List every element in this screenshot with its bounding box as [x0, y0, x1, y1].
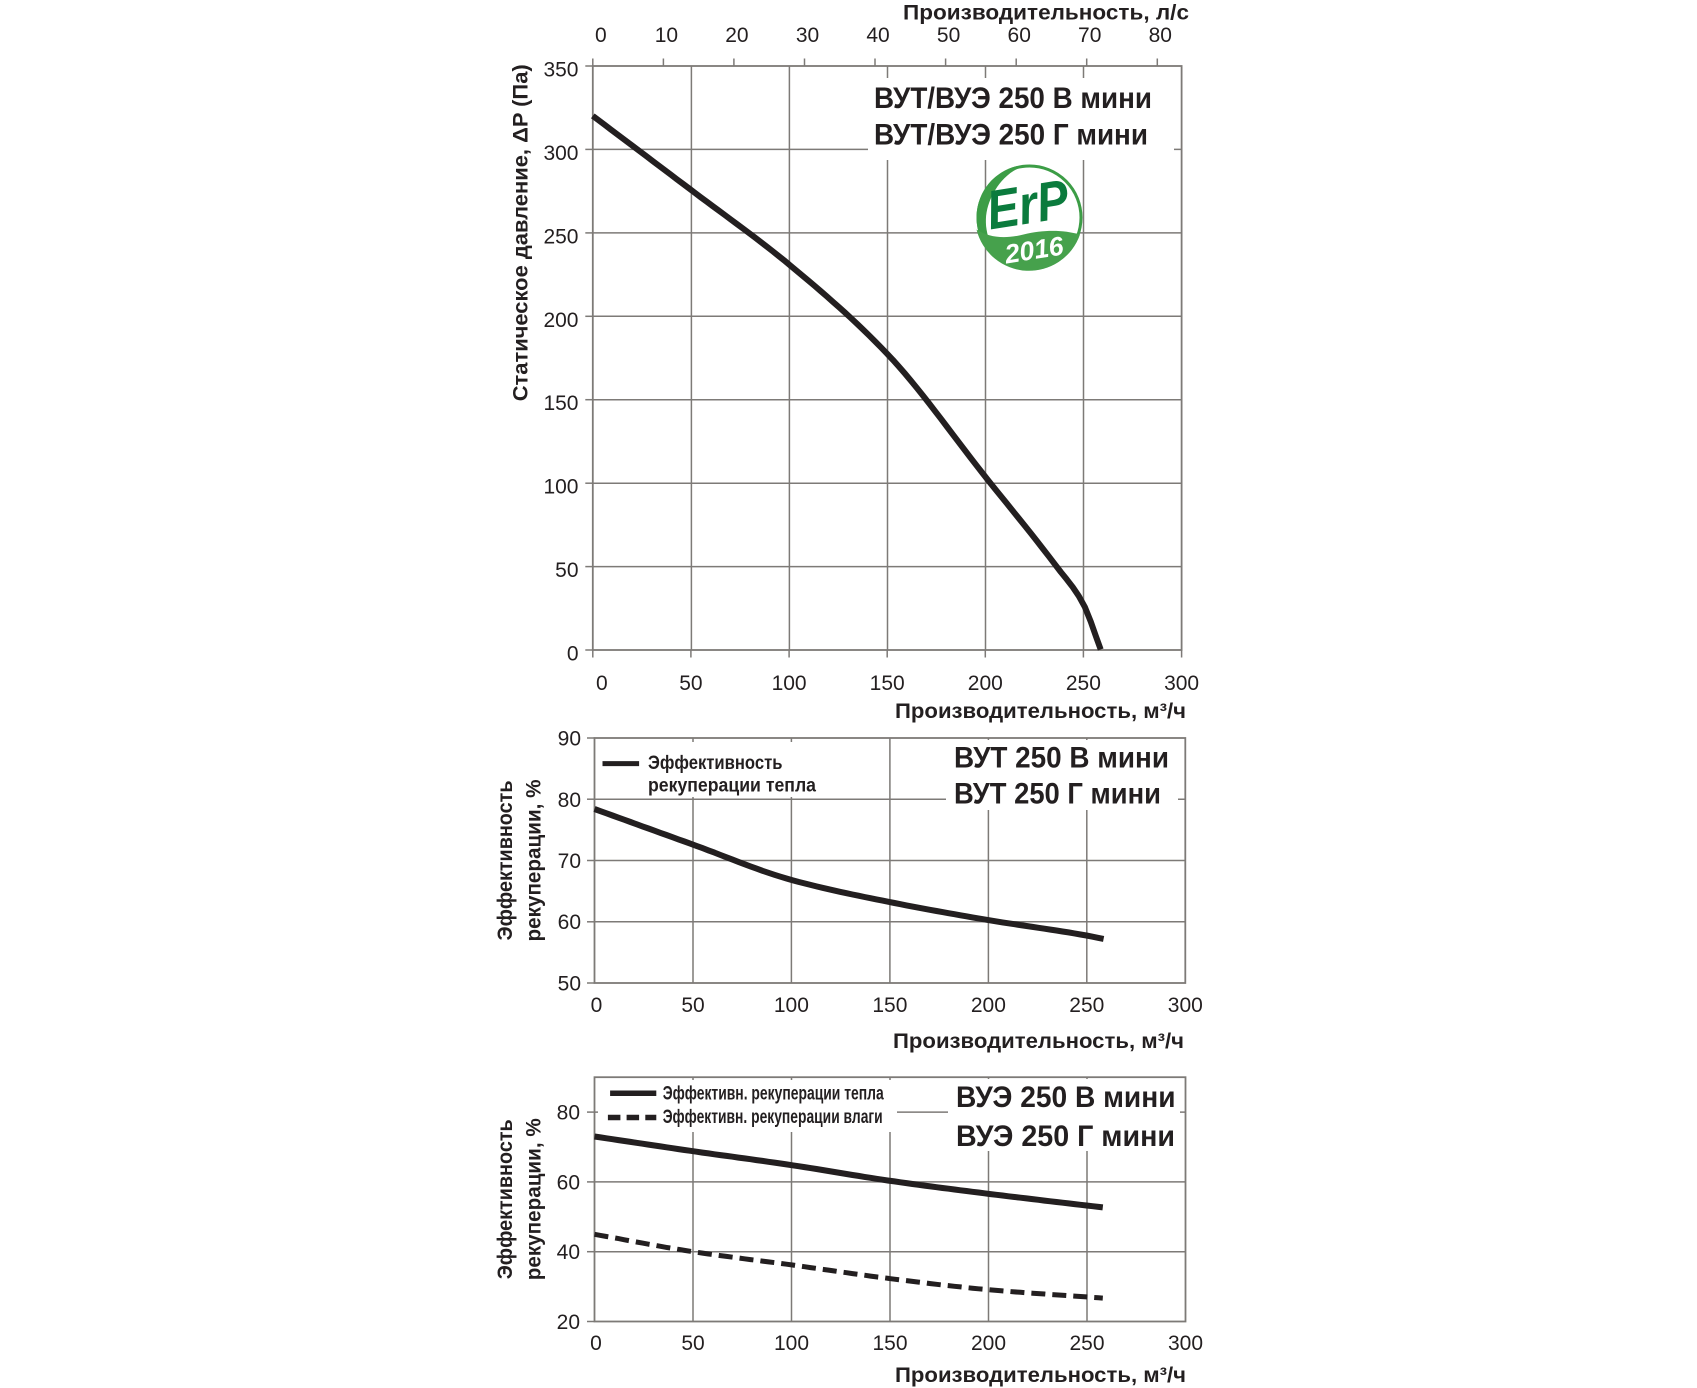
svg-text:200: 200 [971, 1332, 1006, 1355]
svg-text:50: 50 [555, 559, 578, 582]
svg-text:50: 50 [681, 1332, 704, 1355]
svg-text:30: 30 [796, 24, 819, 47]
svg-text:200: 200 [971, 994, 1006, 1017]
svg-text:300: 300 [1164, 672, 1199, 695]
svg-text:Эффективн. рекуперации влаги: Эффективн. рекуперации влаги [663, 1107, 883, 1128]
svg-text:80: 80 [1149, 24, 1172, 47]
svg-text:20: 20 [557, 1311, 580, 1334]
svg-text:250: 250 [1069, 994, 1104, 1017]
svg-text:150: 150 [870, 672, 905, 695]
svg-text:60: 60 [1008, 24, 1031, 47]
svg-text:Эффективность: Эффективность [494, 780, 517, 940]
svg-text:300: 300 [1168, 1332, 1203, 1355]
svg-text:60: 60 [558, 911, 581, 934]
svg-text:Производительность, м³/ч: Производительность, м³/ч [895, 700, 1186, 723]
svg-text:100: 100 [543, 476, 578, 499]
svg-text:20: 20 [725, 24, 748, 47]
svg-text:ВУЭ 250 Г мини: ВУЭ 250 Г мини [956, 1120, 1175, 1153]
svg-text:150: 150 [543, 392, 578, 415]
svg-text:300: 300 [1168, 994, 1203, 1017]
svg-text:0: 0 [595, 24, 607, 47]
svg-text:200: 200 [968, 672, 1003, 695]
svg-text:40: 40 [866, 24, 889, 47]
svg-text:ErP: ErP [982, 167, 1073, 241]
svg-text:50: 50 [558, 973, 581, 996]
svg-text:рекуперации, %: рекуперации, % [523, 1118, 546, 1280]
svg-text:50: 50 [937, 24, 960, 47]
svg-text:100: 100 [774, 994, 809, 1017]
svg-text:100: 100 [774, 1332, 809, 1355]
svg-text:ВУТ/ВУЭ 250 Г мини: ВУТ/ВУЭ 250 Г мини [874, 119, 1148, 152]
svg-text:0: 0 [591, 994, 603, 1017]
svg-text:0: 0 [590, 1332, 602, 1355]
svg-text:350: 350 [543, 59, 578, 82]
svg-text:90: 90 [558, 728, 581, 751]
svg-text:рекуперации тепла: рекуперации тепла [648, 776, 816, 797]
svg-text:Эффективность: Эффективность [494, 1119, 517, 1279]
svg-text:Эффективность: Эффективность [648, 753, 783, 774]
svg-text:200: 200 [543, 309, 578, 332]
svg-text:100: 100 [772, 672, 807, 695]
svg-text:10: 10 [655, 24, 678, 47]
svg-text:ВУТ/ВУЭ 250 В мини: ВУТ/ВУЭ 250 В мини [874, 82, 1152, 115]
svg-text:0: 0 [596, 672, 608, 695]
svg-text:рекуперации, %: рекуперации, % [523, 779, 546, 941]
svg-text:80: 80 [557, 1102, 580, 1125]
svg-text:Статическое давление, ΔP (Па): Статическое давление, ΔP (Па) [509, 64, 532, 401]
svg-text:60: 60 [557, 1171, 580, 1194]
svg-text:150: 150 [872, 1332, 907, 1355]
svg-text:ВУТ 250 Г мини: ВУТ 250 Г мини [954, 777, 1161, 810]
svg-text:300: 300 [543, 142, 578, 165]
svg-text:50: 50 [679, 672, 702, 695]
svg-text:ВУЭ 250 В мини: ВУЭ 250 В мини [956, 1081, 1176, 1114]
svg-text:150: 150 [872, 994, 907, 1017]
svg-text:250: 250 [1066, 672, 1101, 695]
svg-text:50: 50 [681, 994, 704, 1017]
svg-text:70: 70 [1078, 24, 1101, 47]
svg-text:0: 0 [567, 643, 579, 666]
svg-text:250: 250 [1069, 1332, 1104, 1355]
svg-text:Производительность, м³/ч: Производительность, м³/ч [895, 1364, 1186, 1387]
svg-text:70: 70 [558, 850, 581, 873]
svg-text:40: 40 [557, 1241, 580, 1264]
svg-text:Производительность, м³/ч: Производительность, м³/ч [893, 1030, 1184, 1053]
svg-text:250: 250 [543, 225, 578, 248]
svg-text:80: 80 [558, 789, 581, 812]
svg-text:ВУТ 250 В мини: ВУТ 250 В мини [954, 741, 1169, 774]
svg-text:Производительность, л/с: Производительность, л/с [903, 2, 1189, 25]
svg-text:Эффективн. рекуперации тепла: Эффективн. рекуперации тепла [663, 1084, 884, 1105]
